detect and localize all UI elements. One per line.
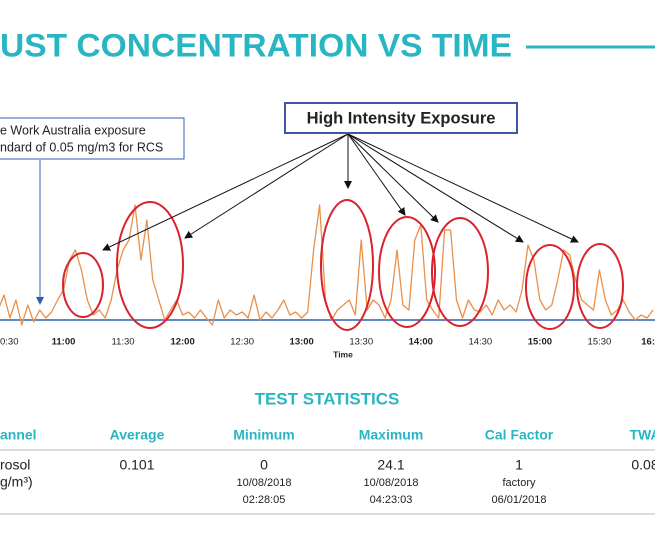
highlight [576,243,624,329]
table-cell: 24.1 [377,457,404,473]
x-tick-label: 14:30 [468,337,492,348]
table-cell: 04:23:03 [370,494,413,506]
arrow [347,133,439,223]
column-header: TWA [629,427,655,443]
table-title: TEST STATISTICS [255,389,400,408]
arrow [347,133,579,243]
table-cell: factory [502,477,536,489]
x-tick-label: 12:00 [170,337,194,348]
table-cell: rosol [0,457,30,473]
highlight [378,216,436,328]
x-tick-label: 15:00 [528,337,552,348]
column-header: Maximum [359,427,424,443]
note-box [0,117,185,160]
table-cell: 0.101 [119,457,154,473]
table-cell: 0 [260,457,268,473]
callout: High Intensity Exposure [307,109,496,127]
x-tick-label: 16: [641,337,655,348]
column-header: Minimum [233,427,294,443]
highlights [62,199,624,331]
callout-box [284,102,518,134]
x-tick-label: 15:30 [588,337,612,348]
x-tick-label: 11:30 [112,337,135,348]
table-cell: 06/01/2018 [491,494,546,506]
column-header: annel [0,427,37,443]
table-cell: 0.08 [631,457,655,473]
x-axis-label: Time [333,349,353,359]
table: annel Average Minimum Maximum Cal Factor TWA r… [0,427,655,515]
table-cell: 1 [515,457,523,473]
column-header: Average [110,427,165,443]
callout-arrows [102,133,579,251]
arrow [102,133,349,251]
highlight [320,199,374,331]
table-cell: 02:28:05 [243,494,286,506]
plot: 0:30 11:00 11:30 12:00 12:30 13:00 13:30 14:00 1… [0,204,655,359]
x-tick-label: 12:30 [230,337,254,348]
table-cell: g/m³) [0,474,33,490]
column-header: Cal Factor [485,427,554,443]
highlight [431,217,489,327]
x-tick-label: 13:00 [290,337,314,348]
threshold-note: ndard of 0.05 mg/m3 for RCS [0,140,163,154]
table-cell: 10/08/2018 [236,477,291,489]
x-tick-label: 13:30 [349,337,373,348]
highlight [116,201,184,329]
highlight [525,244,575,330]
x-tick-label: 14:00 [409,337,433,348]
table-cell: 10/08/2018 [363,477,418,489]
x-tick-label: 0:30 [0,337,19,348]
page-title: UST CONCENTRATION VS TIME [0,27,512,63]
arrow [347,133,524,243]
arrow [347,133,406,216]
x-tick-label: 11:00 [52,337,76,348]
threshold-note: e Work Australia exposure [0,123,146,137]
arrow [184,133,349,239]
highlight [62,252,104,318]
